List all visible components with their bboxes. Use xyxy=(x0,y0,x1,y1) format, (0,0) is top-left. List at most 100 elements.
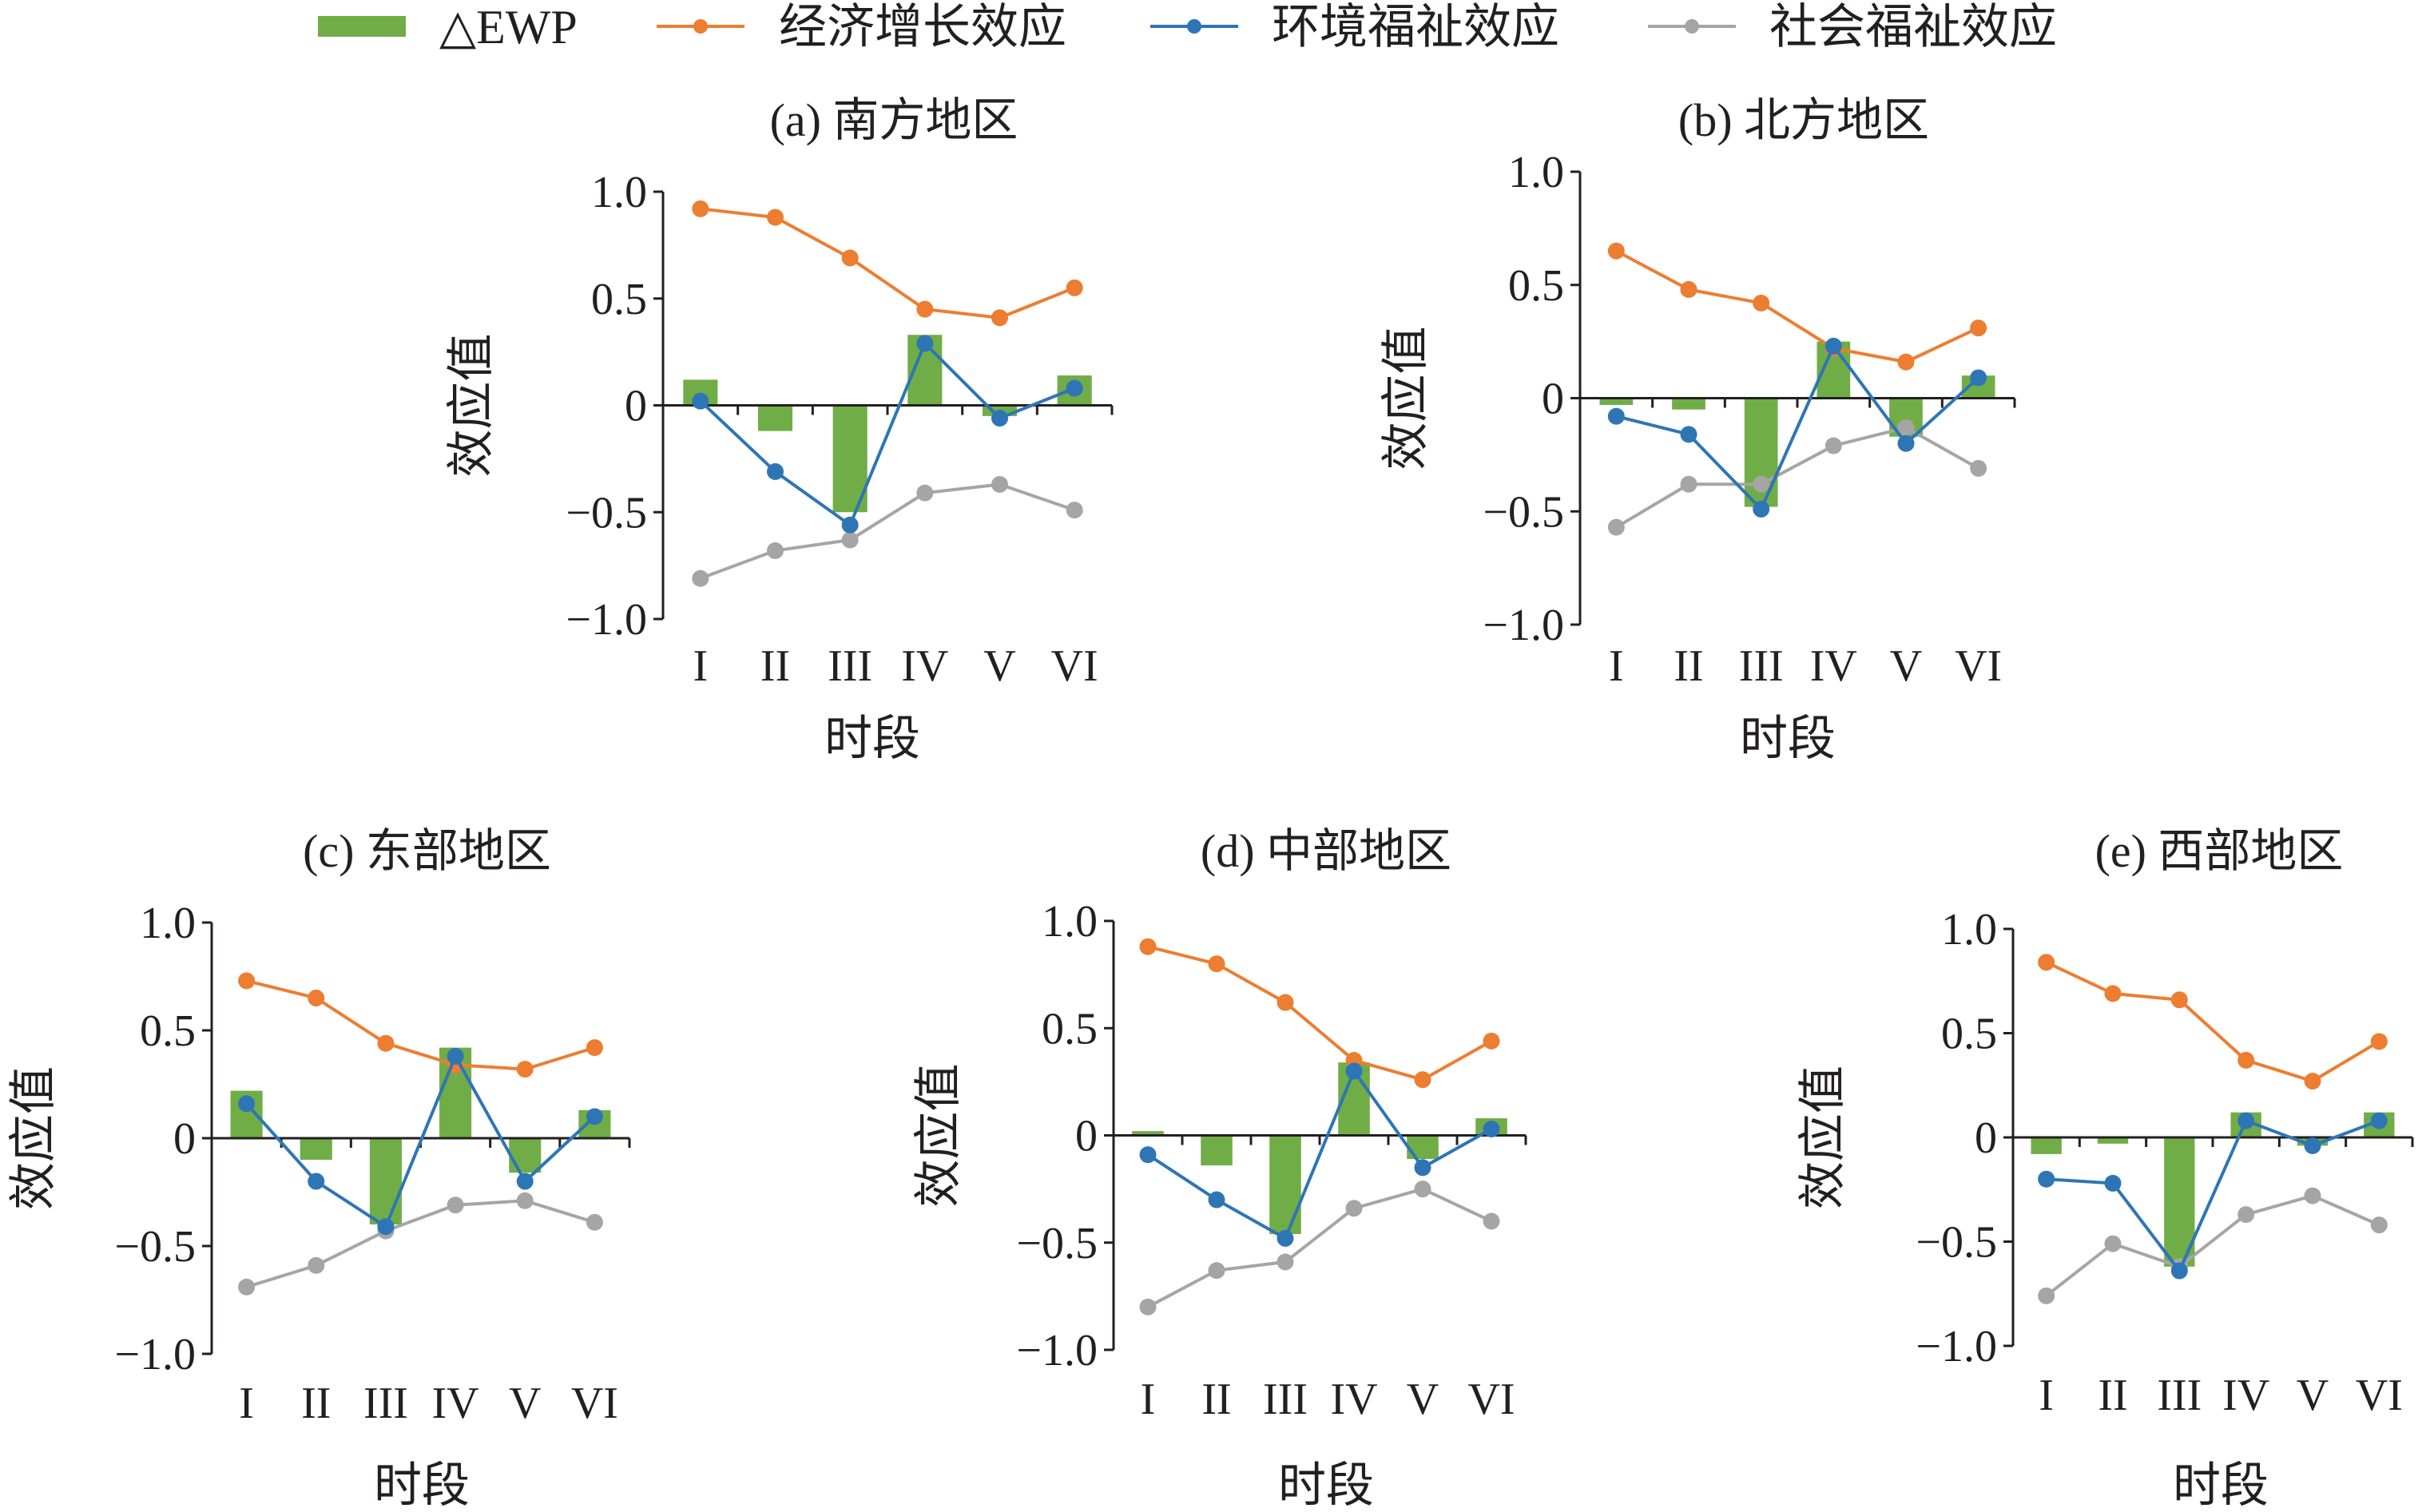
series-2-point-IV xyxy=(2237,1112,2255,1129)
x-axis-title: 时段 xyxy=(374,1459,470,1512)
series-2-point-IV xyxy=(447,1047,464,1065)
series-2-point-VI xyxy=(2370,1112,2388,1129)
x-tick-label: IV xyxy=(1330,1375,1377,1424)
series-1-point-V xyxy=(2304,1073,2321,1090)
series-2-point-II xyxy=(308,1173,325,1190)
series-line-3 xyxy=(1147,1187,1492,1309)
y-tick-label: 1.0 xyxy=(1042,897,1098,946)
y-tick-label: 0.5 xyxy=(1042,1004,1098,1054)
y-axis-title: 效应值 xyxy=(912,1064,965,1208)
legend-item-1: △EWP xyxy=(318,1,578,54)
series-1-point-III xyxy=(1277,994,1294,1011)
x-tick-label: II xyxy=(1201,1375,1231,1424)
x-tick-label: IV xyxy=(901,641,948,691)
y-tick-label: −0.5 xyxy=(1916,1218,1997,1268)
x-axis-title: 时段 xyxy=(2173,1459,2269,1512)
chart-title: (b) 北方地区 xyxy=(1678,94,1929,146)
series-3-point-II xyxy=(767,542,784,559)
legend-swatch-marker xyxy=(693,19,708,34)
series-3-point-IV xyxy=(1345,1200,1363,1217)
series-line-1 xyxy=(1147,945,1492,1081)
x-tick-label: I xyxy=(239,1379,254,1428)
series-1-point-IV xyxy=(2237,1051,2255,1069)
series-3-point-V xyxy=(516,1192,534,1209)
series-3-point-III xyxy=(841,531,859,549)
y-tick-label: 0 xyxy=(1075,1112,1098,1161)
series-1-point-VI xyxy=(1483,1032,1500,1050)
series-2-point-VI xyxy=(586,1108,603,1125)
legend-item-2: 经济增长效应 xyxy=(657,1,1066,54)
x-tick-label: IV xyxy=(2222,1371,2269,1420)
bar-ewp-II xyxy=(300,1138,332,1160)
series-1-point-V xyxy=(1897,353,1915,371)
series-3-point-II xyxy=(2104,1235,2122,1252)
series-line-2 xyxy=(1615,343,1980,512)
series-line-3 xyxy=(1615,426,1979,529)
x-tick-label: II xyxy=(1674,641,1703,691)
bar-ewp-V xyxy=(1407,1135,1439,1160)
x-tick-label: IV xyxy=(1810,641,1857,691)
y-tick-label: −1.0 xyxy=(114,1330,196,1379)
series-1-point-I xyxy=(238,972,256,990)
bar-ewp-II xyxy=(1672,398,1705,410)
x-tick-label: II xyxy=(2098,1371,2127,1420)
y-tick-label: −0.5 xyxy=(1016,1219,1098,1268)
series-3-point-II xyxy=(308,1256,325,1274)
series-line-3 xyxy=(700,482,1075,581)
series-2-point-III xyxy=(841,516,859,534)
bar-ewp-II xyxy=(2097,1137,2129,1144)
series-line-1 xyxy=(1615,249,1979,364)
y-tick-label: 0 xyxy=(173,1114,196,1164)
y-tick-label: 1.0 xyxy=(1508,148,1564,197)
x-tick-label: II xyxy=(760,641,790,691)
bar-ewp-V xyxy=(509,1138,542,1173)
y-tick-label: 0 xyxy=(1542,375,1564,424)
series-3-point-IV xyxy=(2237,1206,2255,1224)
series-line-3 xyxy=(245,1199,596,1289)
chart-title: (e) 西部地区 xyxy=(2095,825,2344,877)
y-axis-title: 效应值 xyxy=(445,334,498,478)
series-line-1 xyxy=(246,978,596,1071)
x-axis-title: 时段 xyxy=(1278,1459,1374,1512)
bar-ewp-II xyxy=(1201,1135,1233,1166)
y-tick-label: 1.0 xyxy=(1941,905,1997,954)
series-line-2 xyxy=(2046,1118,2380,1274)
y-tick-label: 0 xyxy=(1975,1113,1997,1163)
series-2-point-VI xyxy=(1483,1120,1500,1137)
series-3-point-IV xyxy=(916,484,934,502)
y-tick-label: −1.0 xyxy=(1016,1326,1098,1375)
y-tick-label: 1.0 xyxy=(591,168,647,217)
series-3-point-VI xyxy=(1066,502,1083,519)
series-3-point-VI xyxy=(586,1213,603,1231)
x-tick-label: V xyxy=(509,1379,541,1428)
series-1-point-III xyxy=(377,1034,395,1052)
series-2-point-V xyxy=(1897,435,1915,452)
y-tick-label: 0 xyxy=(625,382,647,431)
chart-title: (d) 中部地区 xyxy=(1201,825,1451,877)
x-tick-label: V xyxy=(1890,641,1922,691)
legend-label: 社会福祉效应 xyxy=(1769,1,2057,54)
y-tick-label: −0.5 xyxy=(114,1222,196,1272)
x-tick-label: VI xyxy=(571,1379,618,1428)
x-tick-label: VI xyxy=(1955,641,2002,691)
series-2-point-III xyxy=(2170,1262,2188,1280)
series-1-point-II xyxy=(1208,955,1225,973)
series-3-point-I xyxy=(1139,1298,1157,1316)
series-3-point-I xyxy=(1607,518,1625,536)
series-2-point-VI xyxy=(1066,379,1083,397)
series-line-2 xyxy=(245,1052,596,1229)
bar-ewp-I xyxy=(2031,1137,2062,1154)
series-2-point-III xyxy=(1277,1229,1294,1247)
series-1-point-II xyxy=(2104,985,2122,1002)
x-tick-label: II xyxy=(301,1379,331,1428)
series-2-point-II xyxy=(2104,1174,2122,1192)
series-2-point-II xyxy=(1208,1191,1225,1208)
x-tick-label: V xyxy=(983,641,1015,691)
legend-label: 经济增长效应 xyxy=(779,1,1066,54)
series-3-point-V xyxy=(991,475,1008,493)
series-1-point-III xyxy=(841,249,859,267)
bar-ewp-III xyxy=(369,1138,402,1224)
x-tick-label: VI xyxy=(1467,1375,1515,1424)
